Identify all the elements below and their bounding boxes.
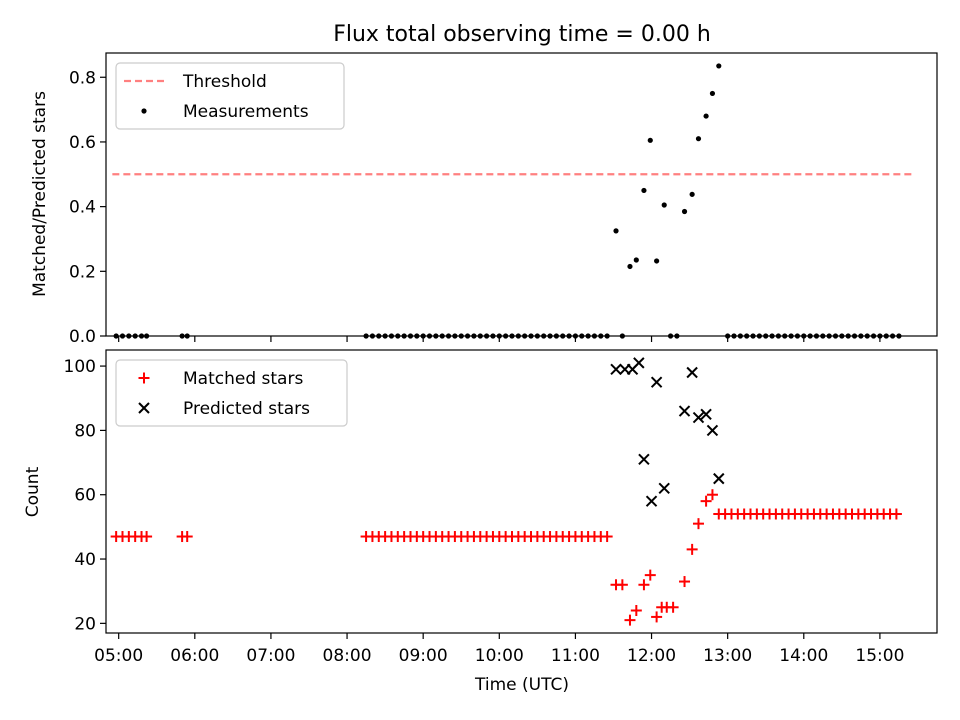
measurement-point — [703, 113, 709, 119]
x-tick-label: 12:00 — [627, 646, 676, 666]
x-tick-label: 13:00 — [703, 646, 752, 666]
x-axis-label: Time (UTC) — [474, 675, 569, 695]
measurement-point — [689, 191, 695, 197]
matched-star-point — [644, 569, 656, 581]
bottom-y-tick-label: 40 — [74, 550, 96, 570]
top-axes-frame — [105, 52, 938, 337]
matched-star-point — [686, 543, 698, 555]
chart-title: Flux total observing time = 0.00 h — [333, 22, 711, 47]
x-tick-label: 11:00 — [551, 646, 600, 666]
bottom-axes-frame — [105, 349, 938, 634]
x-tick-label: 07:00 — [246, 646, 295, 666]
top-y-tick-label: 0.0 — [69, 327, 96, 347]
measurement-point — [647, 137, 653, 143]
legend-predicted-swatch — [138, 402, 150, 414]
x-tick-label: 08:00 — [323, 646, 372, 666]
predicted-star-point — [650, 376, 663, 388]
ratio-panel: 0.0 0.2 0.4 0.6 0.8 Threshold Measurements — [69, 52, 938, 347]
measurement-point — [709, 90, 716, 97]
x-tick-label: 05:00 — [94, 646, 143, 666]
series-matched-stars — [110, 489, 902, 626]
top-y-tick-label: 0.6 — [69, 133, 96, 153]
measurement-point — [654, 258, 660, 264]
series-predicted-stars — [610, 357, 725, 507]
count-panel: 20 40 60 80 100 05:00 06:00 07:00 08:00 09:00 10:0… — [64, 349, 938, 666]
matched-star-point — [141, 531, 153, 543]
predicted-star-point — [706, 424, 719, 437]
matched-star-point — [706, 489, 718, 501]
measurement-point — [695, 136, 702, 142]
matched-star-point — [651, 611, 663, 623]
matched-star-point — [890, 508, 902, 520]
legend-label: Predicted stars — [183, 399, 310, 419]
bottom-y-tick-label: 100 — [64, 357, 96, 377]
bottom-y-tick-label: 20 — [74, 614, 96, 634]
predicted-star-point — [645, 495, 658, 507]
predicted-star-point — [678, 405, 691, 417]
matched-star-point — [692, 518, 704, 530]
legend-label: Matched stars — [183, 369, 303, 389]
predicted-star-point — [686, 366, 698, 379]
top-y-tick-label: 0.2 — [69, 262, 96, 282]
matched-star-point — [638, 579, 650, 591]
measurement-point — [627, 263, 633, 270]
measurement-point — [641, 187, 647, 194]
predicted-star-point — [713, 472, 725, 485]
measurement-point — [633, 257, 639, 263]
measurement-point — [661, 202, 667, 208]
matched-star-point — [616, 579, 628, 591]
predicted-star-point — [700, 408, 712, 421]
predicted-star-point — [692, 411, 705, 424]
measurement-point — [681, 208, 688, 215]
matched-star-point — [181, 531, 193, 543]
x-tick-label: 15:00 — [855, 646, 904, 666]
legend-box — [115, 62, 345, 130]
x-tick-label: 14:00 — [779, 646, 828, 666]
legend-label: Measurements — [183, 102, 309, 122]
predicted-star-point — [638, 453, 650, 466]
measurement-point — [613, 228, 619, 234]
measurement-point — [716, 63, 722, 69]
matched-star-point — [700, 495, 712, 507]
x-tick-label: 09:00 — [399, 646, 448, 666]
matched-star-point — [624, 614, 636, 626]
bottom-y-tick-label: 80 — [74, 421, 96, 441]
matched-star-point — [630, 604, 642, 616]
legend-box — [115, 359, 348, 427]
matched-star-point — [667, 601, 679, 613]
matched-star-point — [679, 576, 691, 588]
matched-star-point — [601, 531, 613, 543]
legend-label: Threshold — [182, 72, 267, 92]
bottom-y-axis-label: Count — [23, 466, 43, 517]
legend-matched-swatch — [138, 372, 150, 384]
bottom-y-tick-label: 60 — [74, 486, 96, 506]
legend-measurement-swatch — [141, 108, 147, 114]
x-tick-label: 06:00 — [170, 646, 219, 666]
top-y-tick-label: 0.8 — [69, 68, 96, 88]
predicted-star-point — [633, 357, 645, 369]
bottom-legend: Matched stars Predicted stars — [115, 359, 348, 427]
x-tick-label: 10:00 — [475, 646, 524, 666]
top-y-axis-label: Matched/Predicted stars — [30, 91, 50, 297]
predicted-star-point — [658, 482, 670, 494]
predicted-star-point — [610, 363, 622, 376]
top-legend: Threshold Measurements — [115, 62, 345, 130]
top-y-tick-label: 0.4 — [69, 198, 96, 218]
